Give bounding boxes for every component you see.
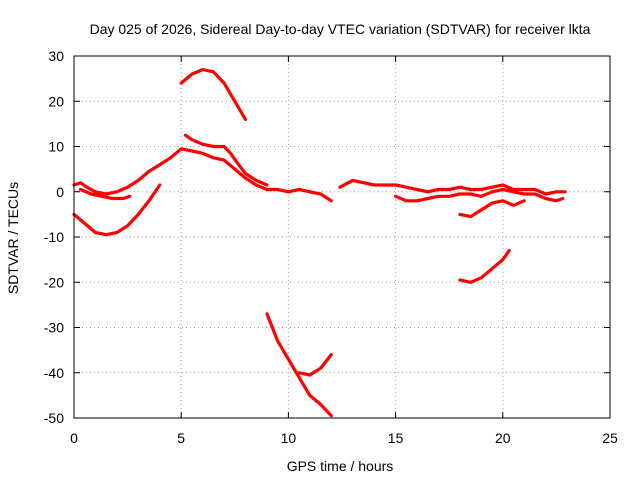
data-series: [72, 67, 567, 418]
y-tick-label: 0: [56, 184, 64, 200]
y-tick-label: 30: [48, 48, 64, 64]
series-line-track-6: [265, 312, 333, 418]
y-tick-label: -30: [44, 320, 64, 336]
x-tick-label: 0: [70, 430, 78, 446]
y-axis-label: SDTVAR / TECUs: [5, 182, 21, 294]
series-line-track-2: [78, 187, 132, 201]
y-tick-label: 10: [48, 139, 64, 155]
axis-ticks: [73, 55, 611, 419]
x-tick-label: 15: [388, 430, 404, 446]
series-line-track-9: [394, 187, 565, 203]
x-tick-label: 10: [281, 430, 297, 446]
y-tick-label: -20: [44, 274, 64, 290]
x-tick-labels: 0 5 10 15 20 25: [70, 430, 618, 446]
series-line-track-1: [72, 147, 333, 203]
series-line-track-7: [297, 353, 333, 377]
series-line-track-5: [179, 67, 248, 122]
y-tick-label: 20: [48, 93, 64, 109]
y-tick-labels: 30 20 10 0 -10 -20 -30 -40 -50: [44, 48, 64, 426]
series-line-track-10: [458, 199, 526, 219]
series-line-track-3: [183, 133, 269, 187]
x-tick-label: 25: [602, 430, 618, 446]
chart-title: Day 025 of 2026, Sidereal Day-to-day VTE…: [90, 21, 591, 37]
series-line-track-11: [458, 249, 511, 284]
grid-lines: [74, 56, 610, 418]
series-line-track-4: [72, 183, 162, 237]
x-axis-label: GPS time / hours: [287, 458, 394, 474]
y-tick-label: -40: [44, 365, 64, 381]
x-tick-label: 20: [495, 430, 511, 446]
series-line-track-8: [338, 178, 567, 196]
y-tick-label: -50: [44, 410, 64, 426]
x-tick-label: 5: [177, 430, 185, 446]
y-tick-label: -10: [44, 229, 64, 245]
